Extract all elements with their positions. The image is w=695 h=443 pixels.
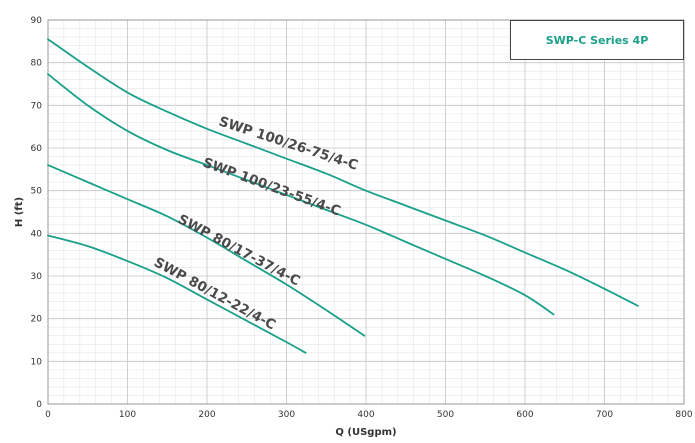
y-tick-label: 20 <box>31 315 43 325</box>
plot-frame <box>47 19 685 405</box>
series-line-2 <box>47 73 555 316</box>
x-tick-label: 0 <box>45 410 51 420</box>
y-tick-label: 40 <box>31 229 43 239</box>
x-tick-label: 700 <box>596 410 613 420</box>
y-tick-label: 0 <box>36 400 42 410</box>
x-tick-label: 300 <box>278 410 295 420</box>
x-tick-label: 400 <box>357 410 374 420</box>
series-line-4 <box>47 234 307 354</box>
legend-title: SWP-C Series 4P <box>545 33 649 47</box>
y-tick-label: 60 <box>31 144 43 154</box>
y-tick-label: 30 <box>31 272 43 282</box>
series-line-3 <box>47 164 366 337</box>
series-line-1 <box>47 38 639 307</box>
y-axis-title: H (ft) <box>14 197 25 227</box>
series-label-2: SWP 100/23-55/4-C <box>201 155 343 220</box>
x-tick-label: 500 <box>437 410 454 420</box>
legend-box: SWP-C Series 4P <box>510 20 684 60</box>
x-tick-label: 100 <box>119 410 136 420</box>
x-tick-label: 200 <box>198 410 215 420</box>
y-tick-label: 10 <box>31 357 43 367</box>
y-tick-label: 90 <box>31 16 43 26</box>
x-tick-label: 600 <box>516 410 533 420</box>
x-axis-title: Q (USgpm) <box>335 427 396 438</box>
y-tick-label: 50 <box>31 187 43 197</box>
y-tick-label: 70 <box>31 101 43 111</box>
y-tick-label: 80 <box>31 59 43 69</box>
x-tick-label: 800 <box>675 410 692 420</box>
